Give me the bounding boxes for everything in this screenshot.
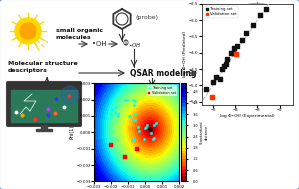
Validation set	[209, 95, 214, 98]
Training set	[239, 38, 244, 41]
Validation set	[134, 147, 139, 150]
Text: small organic
molecules: small organic molecules	[56, 28, 103, 40]
Training set	[130, 138, 135, 141]
Bar	[11, 90, 77, 122]
Training set	[133, 118, 138, 121]
Training set	[135, 125, 140, 128]
Text: •OH: •OH	[92, 41, 107, 47]
Training set	[142, 127, 147, 130]
Training set	[131, 138, 136, 141]
Training set	[110, 102, 115, 105]
Y-axis label: Phi(1): Phi(1)	[70, 125, 75, 139]
Circle shape	[20, 23, 36, 39]
Training set	[130, 99, 135, 102]
Ellipse shape	[244, 4, 270, 11]
Y-axis label: log Φ•OH (Predicted): log Φ•OH (Predicted)	[184, 31, 187, 77]
Training set	[251, 23, 255, 26]
Training set	[144, 125, 148, 128]
Training set	[204, 87, 209, 90]
Training set	[144, 124, 149, 127]
Text: Molecular structure
descriptors: Molecular structure descriptors	[8, 61, 78, 73]
Training set	[210, 81, 215, 84]
Training set	[130, 118, 135, 121]
Training set	[112, 112, 117, 115]
Legend: Training set, Validation set: Training set, Validation set	[204, 6, 238, 18]
Training set	[152, 124, 157, 127]
Training set	[142, 137, 147, 140]
Training set	[217, 77, 222, 80]
Training set	[231, 51, 235, 54]
Circle shape	[15, 18, 41, 44]
FancyBboxPatch shape	[7, 81, 82, 126]
Training set	[115, 114, 120, 117]
Text: QSAR modeling: QSAR modeling	[130, 68, 196, 77]
Training set	[235, 45, 240, 48]
Training set	[264, 7, 269, 10]
Training set	[109, 107, 114, 110]
Training set	[232, 46, 237, 49]
Training set	[133, 113, 138, 116]
Validation set	[148, 128, 152, 131]
Ellipse shape	[223, 19, 291, 39]
Text: $\Phi_{\bullet OH}$: $\Phi_{\bullet OH}$	[122, 38, 141, 50]
Bar	[41, 125, 47, 129]
Training set	[222, 64, 226, 67]
Ellipse shape	[244, 26, 270, 33]
Training set	[132, 99, 137, 102]
Validation set	[109, 144, 114, 147]
Training set	[225, 58, 230, 61]
Legend: Training set, Validation set: Training set, Validation set	[147, 85, 177, 96]
Point	[148, 128, 152, 131]
Training set	[126, 115, 131, 118]
Training set	[244, 32, 249, 35]
Validation set	[122, 155, 127, 158]
Ellipse shape	[61, 86, 79, 104]
Training set	[116, 113, 121, 116]
Text: (probe): (probe)	[135, 15, 158, 19]
Validation set	[234, 53, 239, 56]
Training set	[151, 137, 155, 140]
Training set	[257, 14, 262, 17]
Training set	[113, 105, 118, 108]
Training set	[228, 51, 233, 54]
X-axis label: log Φ•OH (Experimental): log Φ•OH (Experimental)	[220, 114, 275, 118]
Training set	[132, 104, 136, 107]
Bar	[244, 7, 270, 29]
Training set	[122, 99, 127, 102]
Training set	[136, 129, 141, 132]
Training set	[149, 132, 153, 135]
Training set	[214, 76, 219, 79]
Training set	[152, 136, 156, 139]
Bar	[36, 129, 52, 131]
Training set	[219, 67, 224, 70]
Y-axis label: Standardized
distance: Standardized distance	[200, 121, 208, 144]
Training set	[124, 98, 129, 101]
Training set	[109, 112, 114, 115]
Training set	[128, 115, 132, 118]
Training set	[224, 63, 229, 66]
Training set	[153, 122, 158, 125]
